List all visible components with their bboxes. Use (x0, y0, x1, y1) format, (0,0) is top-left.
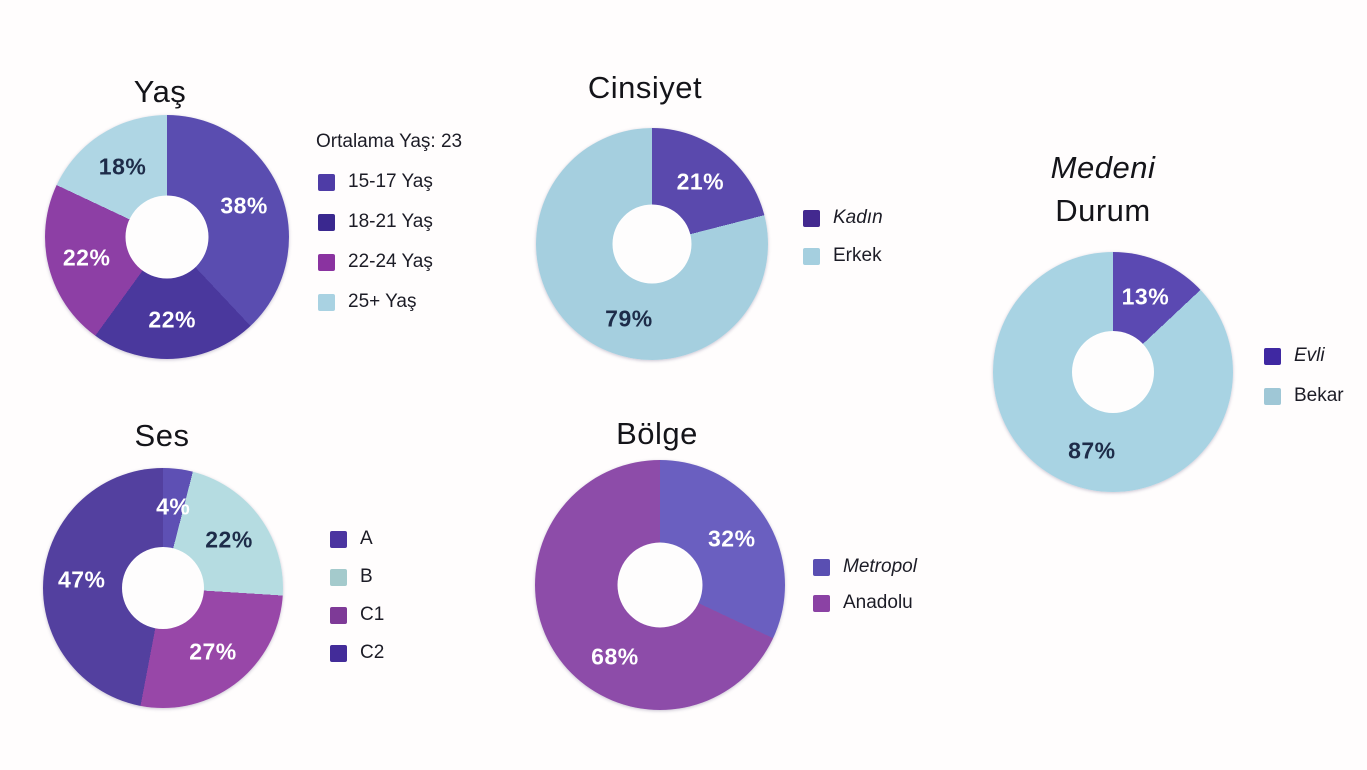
slice-label-bekar: 87% (1068, 437, 1116, 464)
donut-hole (617, 542, 703, 628)
legend-swatch-evli (1264, 347, 1281, 365)
donut-cinsiyet: 21% 79% (536, 128, 768, 360)
slice-label-a: 4% (156, 493, 191, 520)
legend-item-c1: C1 (330, 604, 385, 625)
chart-title-line: Durum (1055, 193, 1151, 228)
legend-label-erkek: Erkek (833, 245, 882, 266)
legend-label-a: A (360, 528, 373, 549)
legend-item-15-17-ya: 15-17 Yaş (318, 171, 433, 192)
legend-item-metropol: Metropol (813, 556, 917, 577)
slice-label-25-ya: 18% (98, 153, 147, 180)
slice-label-c1: 27% (189, 638, 237, 665)
legend-label-b: B (360, 566, 373, 587)
legend-item-bekar: Bekar (1264, 385, 1344, 406)
chart-title-line: Medeni (1050, 150, 1156, 185)
legend-item-anadolu: Anadolu (813, 592, 917, 613)
chart-title-line: Cinsiyet (587, 70, 703, 105)
legend-item-c2: C2 (330, 642, 385, 663)
donut-medeni-durum: 13% 87% (993, 252, 1233, 492)
donut-bolge: 32% 68% (535, 460, 785, 710)
legend-swatch-kad-n (803, 209, 820, 227)
legend-label-anadolu: Anadolu (843, 592, 913, 613)
donut-yas: 38% 22% 22% 18% (45, 115, 289, 359)
chart-title-line: Bölge (616, 416, 698, 451)
legend-swatch-18-21-ya (318, 213, 335, 231)
legend-swatch-erkek (803, 247, 820, 265)
slice-label-erkek: 79% (605, 305, 653, 332)
donut-hole (125, 195, 209, 279)
legend-bolge: Metropol Anadolu (813, 556, 917, 613)
chart-title-line: Ses (134, 418, 190, 453)
legend-medeni-durum: Evli Bekar (1264, 345, 1344, 406)
legend-swatch-bekar (1264, 387, 1281, 405)
legend-item-erkek: Erkek (803, 245, 883, 266)
average-age-note: Ortalama Yaş: 23 (316, 131, 463, 152)
legend-swatch-15-17-ya (318, 173, 335, 191)
legend-swatch-b (330, 568, 347, 586)
legend-swatch-22-24-ya (318, 253, 335, 271)
legend-label-c2: C2 (360, 642, 385, 663)
legend-item-evli: Evli (1264, 345, 1344, 366)
legend-label-15-17-ya: 15-17 Yaş (348, 171, 433, 192)
legend-label-c1: C1 (360, 604, 385, 625)
legend-swatch-a (330, 530, 347, 548)
legend-cinsiyet: Kadın Erkek (803, 207, 883, 266)
chart-title-medeni-durum: Medeni Durum (1003, 146, 1203, 232)
legend-item-a: A (330, 528, 384, 549)
legend-swatch-metropol (813, 558, 830, 576)
slice-label-anadolu: 68% (591, 643, 639, 670)
slice-label-c2: 47% (57, 566, 106, 593)
legend-item-25-ya: 25+ Yaş (318, 291, 433, 312)
slice-label-kad-n: 21% (676, 168, 725, 195)
chart-title-line: Yaş (133, 74, 187, 109)
legend-item-b: B (330, 566, 384, 587)
legend-ses: A B C1 C2 (330, 528, 385, 663)
legend-label-25-ya: 25+ Yaş (348, 291, 417, 312)
slice-label-18-21-ya: 22% (148, 306, 196, 333)
legend-item-22-24-ya: 22-24 Yaş (318, 251, 433, 272)
legend-label-kad-n: Kadın (833, 207, 883, 228)
chart-title-bolge: Bölge (557, 412, 757, 455)
chart-title-cinsiyet: Cinsiyet (545, 66, 745, 109)
donut-hole (1072, 331, 1154, 413)
chart-title-yas: Yaş (60, 70, 260, 113)
legend-yas: 15-17 Yaş 18-21 Yaş 22-24 Yaş 25+ Yaş (318, 171, 433, 312)
legend-label-evli: Evli (1294, 345, 1325, 366)
legend-label-22-24-ya: 22-24 Yaş (348, 251, 433, 272)
donut-hole (612, 204, 692, 284)
legend-label-metropol: Metropol (843, 556, 917, 577)
legend-swatch-c1 (330, 606, 347, 624)
legend-swatch-25-ya (318, 293, 335, 311)
legend-label-18-21-ya: 18-21 Yaş (348, 211, 433, 232)
slice-label-22-24-ya: 22% (62, 244, 111, 271)
legend-item-18-21-ya: 18-21 Yaş (318, 211, 433, 232)
legend-swatch-anadolu (813, 594, 830, 612)
legend-item-kad-n: Kadın (803, 207, 883, 228)
slice-label-evli: 13% (1121, 283, 1170, 310)
donut-hole (122, 547, 204, 629)
legend-label-bekar: Bekar (1294, 385, 1344, 406)
legend-swatch-c2 (330, 644, 347, 662)
slice-label-b: 22% (205, 526, 253, 553)
donut-ses: 4% 22% 27% 47% (43, 468, 283, 708)
chart-title-ses: Ses (62, 414, 262, 457)
slice-label-15-17-ya: 38% (220, 192, 268, 219)
slice-label-metropol: 32% (707, 525, 756, 552)
